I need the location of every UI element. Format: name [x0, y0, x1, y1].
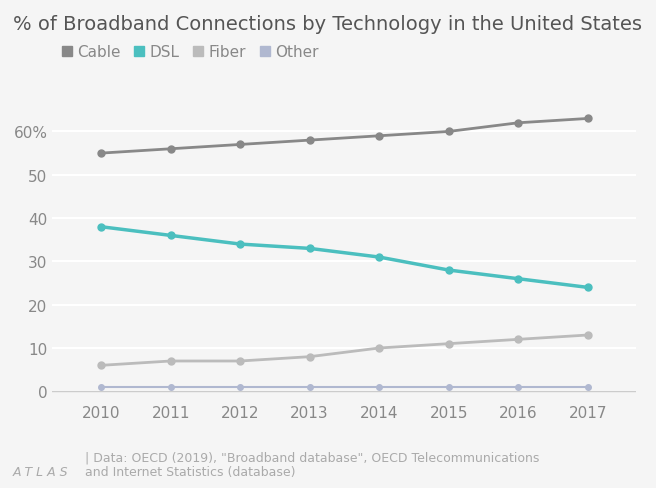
- Text: | Data: OECD (2019), "Broadband database", OECD Telecommunications
and Internet : | Data: OECD (2019), "Broadband database…: [85, 450, 540, 478]
- Legend: Cable, DSL, Fiber, Other: Cable, DSL, Fiber, Other: [54, 39, 325, 66]
- Text: % of Broadband Connections by Technology in the United States: % of Broadband Connections by Technology…: [13, 15, 642, 34]
- Text: A T L A S: A T L A S: [13, 465, 69, 478]
